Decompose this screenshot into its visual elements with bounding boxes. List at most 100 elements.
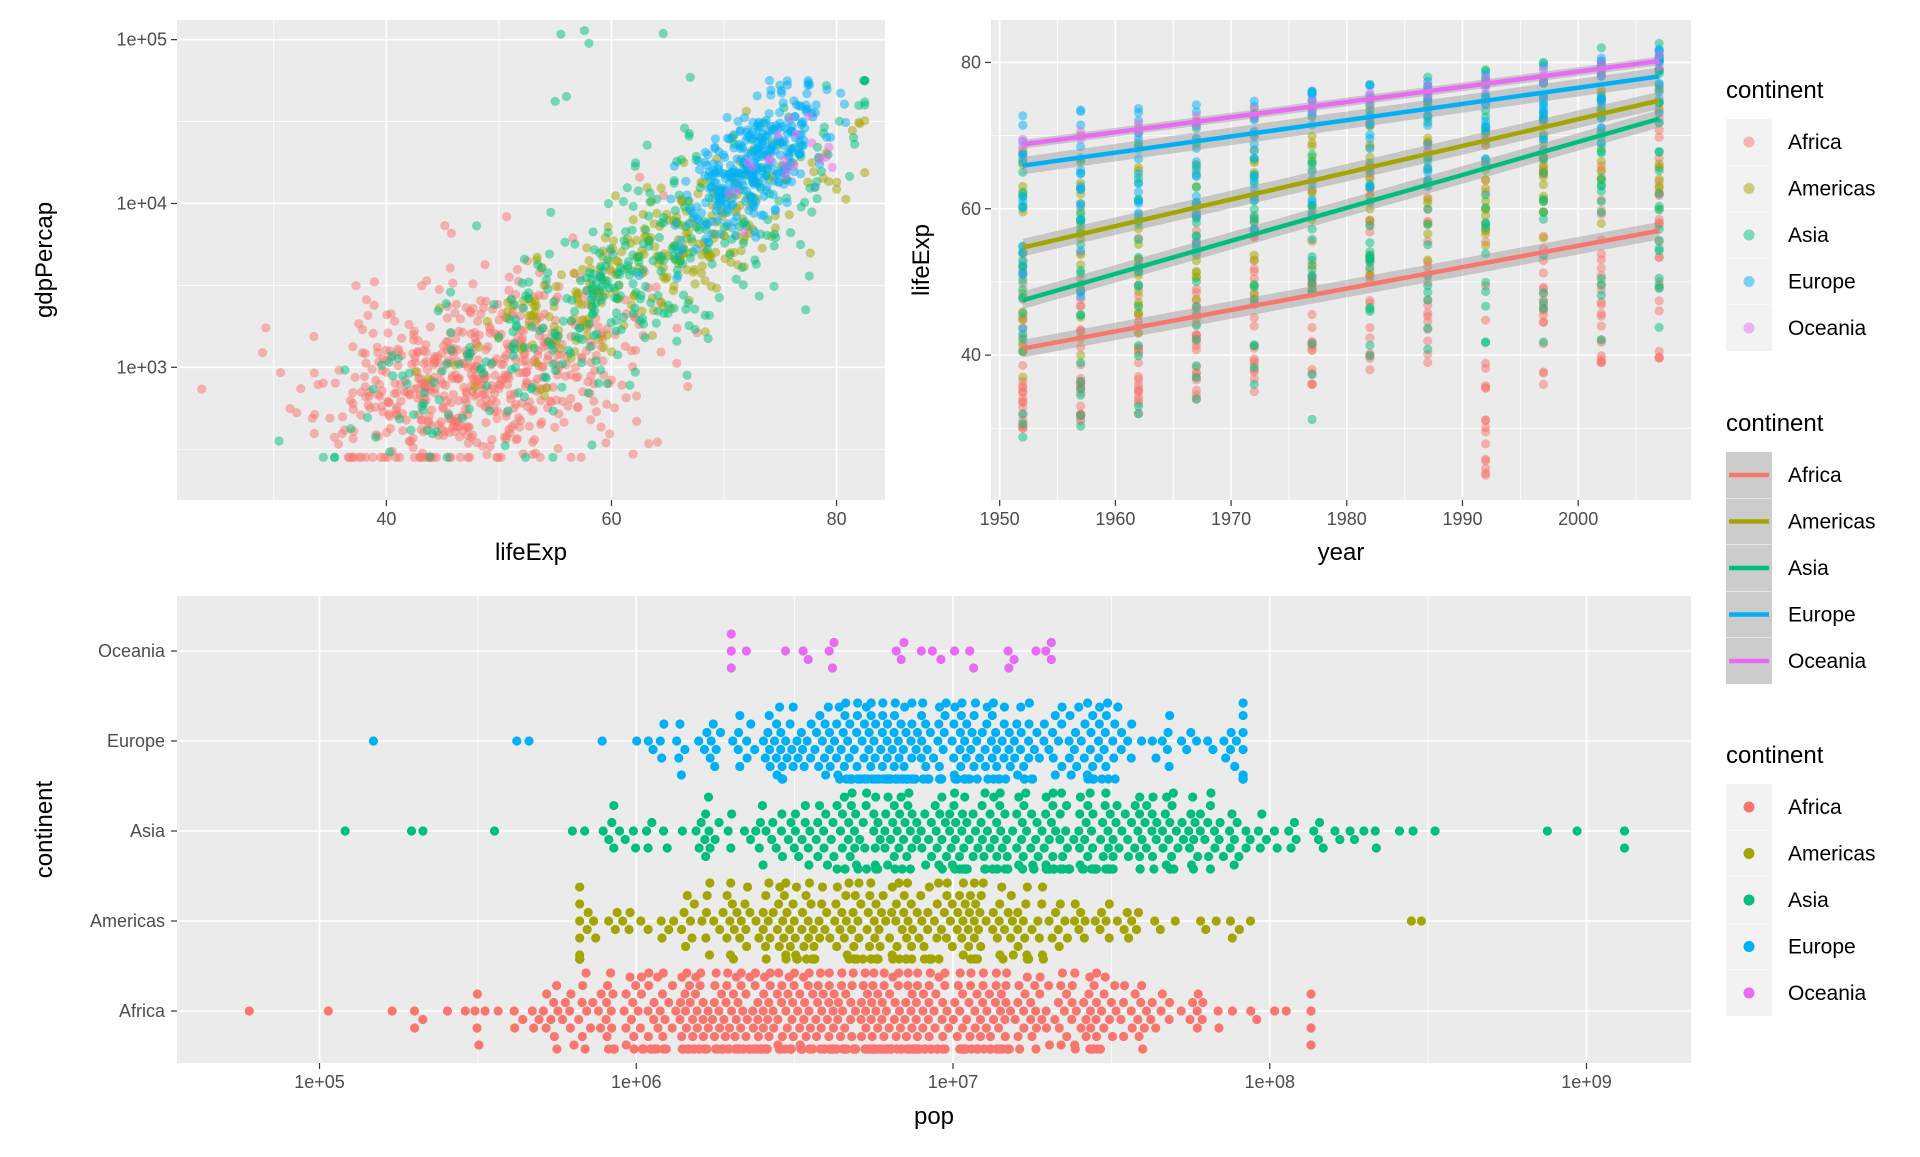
data-point-asia: [370, 432, 381, 442]
data-point-africa: [812, 997, 823, 1008]
data-point-asia: [1164, 834, 1174, 845]
data-point-asia: [1149, 864, 1159, 874]
data-point-americas: [1416, 916, 1426, 926]
data-point-europe: [735, 710, 745, 721]
data-point-oceania: [1009, 654, 1019, 665]
data-point-europe: [710, 134, 720, 144]
data-point-africa: [866, 1014, 876, 1025]
data-point-asia: [1209, 826, 1220, 836]
data-point-americas: [1013, 907, 1023, 918]
data-point-africa: [772, 989, 782, 999]
data-point-africa: [1070, 968, 1080, 978]
data-point-africa: [601, 438, 611, 448]
data-point-africa: [356, 452, 366, 463]
data-point-asia: [1002, 851, 1012, 862]
data-point-africa: [783, 989, 793, 999]
data-point-europe: [843, 736, 853, 746]
data-point-asia: [607, 817, 617, 828]
data-point-asia: [935, 809, 945, 819]
data-point-asia: [758, 860, 768, 870]
data-point-americas: [894, 878, 904, 888]
data-point-africa: [762, 1044, 772, 1054]
data-point-americas: [832, 177, 842, 187]
data-point-africa: [1035, 989, 1045, 999]
data-point-europe: [1136, 736, 1147, 746]
data-point-europe: [675, 719, 685, 729]
data-point-asia: [754, 843, 764, 853]
data-point-asia: [803, 843, 813, 853]
data-point-africa: [1654, 353, 1664, 363]
data-point-oceania: [827, 162, 837, 172]
data-point-asia: [1200, 834, 1210, 845]
data-point-europe: [722, 112, 732, 123]
data-point-asia: [544, 249, 555, 259]
x-tick-label: 60: [601, 509, 621, 529]
legend-point-oceania: [1743, 322, 1755, 334]
data-point-europe: [882, 719, 893, 729]
data-point-africa: [438, 403, 448, 414]
data-point-asia: [895, 809, 905, 819]
y-axis-title: lifeExp: [908, 224, 935, 296]
data-point-asia: [805, 826, 815, 836]
data-point-americas: [803, 916, 813, 926]
data-point-asia: [837, 843, 847, 853]
data-point-americas: [808, 924, 818, 935]
data-point-asia: [621, 227, 631, 237]
data-point-americas: [781, 878, 791, 888]
data-point-europe: [778, 774, 788, 784]
data-point-asia: [457, 413, 468, 423]
data-point-asia: [931, 826, 941, 836]
data-point-asia: [776, 826, 787, 836]
data-point-asia: [940, 817, 950, 828]
data-point-europe: [742, 736, 752, 746]
data-point-americas: [817, 882, 828, 892]
data-point-asia: [422, 425, 432, 435]
data-point-africa: [1365, 333, 1375, 343]
data-point-europe: [975, 753, 985, 763]
data-point-asia: [434, 395, 444, 405]
data-point-asia: [1178, 834, 1189, 845]
data-point-asia: [796, 202, 806, 212]
data-point-americas: [1018, 916, 1028, 926]
data-point-europe: [748, 117, 758, 128]
data-point-asia: [707, 259, 717, 269]
data-point-asia: [685, 253, 696, 263]
legend-label: Europe: [1788, 271, 1856, 294]
data-point-africa: [493, 1006, 503, 1016]
data-point-asia: [641, 826, 652, 836]
y-tick-label: 60: [961, 199, 981, 219]
data-point-asia: [1134, 809, 1145, 819]
data-point-africa: [1002, 968, 1012, 978]
data-point-oceania: [789, 161, 799, 171]
data-point-africa: [442, 313, 452, 323]
data-point-asia: [1076, 310, 1086, 320]
data-point-africa: [509, 1006, 519, 1016]
data-point-africa: [764, 1031, 774, 1042]
data-point-asia: [1596, 146, 1606, 157]
data-point-asia: [635, 294, 645, 304]
data-point-asia: [964, 834, 974, 845]
data-point-americas: [1033, 916, 1043, 926]
data-point-africa: [502, 212, 512, 222]
data-point-asia: [977, 800, 987, 811]
data-point-africa: [1193, 989, 1203, 999]
data-point-americas: [1307, 131, 1317, 141]
data-point-africa: [918, 1023, 928, 1033]
data-point-asia: [596, 282, 607, 292]
data-point-europe: [782, 753, 792, 763]
data-point-asia: [1085, 788, 1095, 798]
data-point-africa: [1018, 393, 1028, 403]
data-point-africa: [1126, 1006, 1136, 1016]
data-point-americas: [528, 310, 538, 320]
data-point-europe: [852, 710, 863, 721]
data-point-asia: [1048, 800, 1058, 811]
data-point-africa: [837, 968, 847, 978]
data-point-africa: [1138, 1044, 1148, 1054]
data-point-europe: [1009, 736, 1019, 746]
data-point-asia: [591, 298, 601, 308]
data-point-asia: [609, 800, 619, 811]
data-point-europe: [776, 727, 786, 738]
